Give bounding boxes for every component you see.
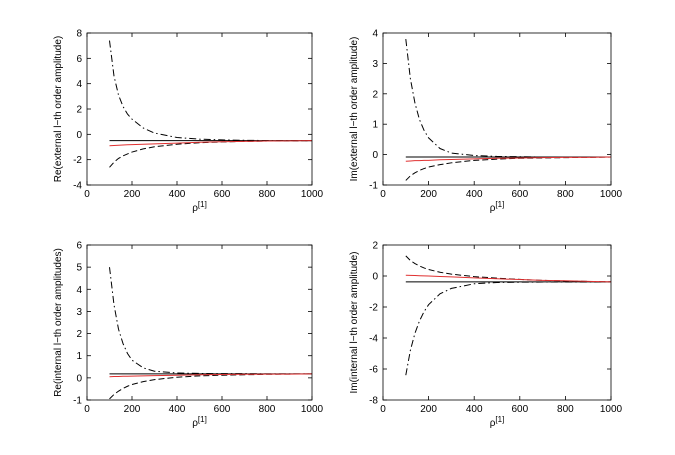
- y-axis-label: Re(external l−th order amplitude): [53, 36, 64, 182]
- x-tick-label: 200: [420, 189, 437, 200]
- y-axis-label: Im(external l−th order amplitude): [349, 37, 360, 182]
- y-tick-label: 3: [76, 307, 82, 318]
- y-tick-label: 0: [372, 150, 378, 161]
- series-line-dash-dot-1: [109, 267, 312, 375]
- plot-frame: [382, 244, 612, 401]
- chart-panel-3: 0 200 400 600 800 1000-10123456ρ[1]Re(interna…: [53, 241, 324, 430]
- y-tick-label: 4: [76, 79, 82, 90]
- x-axis-label-symbol: ρ: [490, 203, 496, 214]
- x-tick-label: 600: [214, 189, 231, 200]
- x-tick-label: 400: [466, 404, 483, 415]
- y-tick-label: 8: [76, 29, 82, 40]
- x-axis-label-superscript: [1]: [495, 200, 504, 209]
- series-line-dashed-2: [405, 156, 612, 181]
- y-tick-label: 0: [76, 130, 82, 141]
- y-tick-label: 2: [76, 329, 82, 340]
- y-tick-label: 6: [76, 54, 82, 65]
- series-line-solid-4: [405, 156, 612, 162]
- x-axis-label: ρ[1]: [192, 200, 207, 214]
- y-axis-label: Im(internal l−th order amplitude): [349, 251, 360, 393]
- x-tick-label: 200: [124, 189, 141, 200]
- plot-frame: [382, 32, 612, 186]
- x-tick-label: 0: [84, 189, 90, 200]
- chart-panel-2: 0 200 400 600 800 1000-101234ρ[1]Im(external …: [349, 29, 623, 215]
- x-tick-label: 800: [557, 189, 574, 200]
- x-tick-label: 1000: [301, 189, 324, 200]
- x-axis-label-superscript: [1]: [198, 415, 207, 424]
- y-tick-label: -1: [73, 396, 82, 407]
- x-tick-label: 200: [420, 404, 437, 415]
- y-tick-label: 4: [76, 285, 82, 296]
- x-tick-label: 800: [557, 404, 574, 415]
- x-tick-label: 800: [259, 189, 276, 200]
- x-axis-label: ρ[1]: [490, 200, 505, 214]
- series-line-dash-dot-1: [109, 40, 312, 142]
- series-line-dash-dot-1: [405, 281, 612, 376]
- y-tick-label: -8: [369, 396, 378, 407]
- x-tick-label: 0: [380, 189, 386, 200]
- x-axis-label: ρ[1]: [192, 415, 207, 429]
- x-tick-label: 400: [169, 189, 186, 200]
- x-axis-label-symbol: ρ: [192, 418, 198, 429]
- plot-frame: [86, 244, 313, 401]
- x-tick-label: 600: [511, 189, 528, 200]
- plot-frame: [86, 32, 313, 186]
- y-tick-label: -4: [369, 334, 378, 345]
- y-tick-label: 5: [76, 263, 82, 274]
- y-tick-label: 6: [76, 241, 82, 252]
- y-tick-label: -6: [369, 365, 378, 376]
- y-tick-label: 2: [372, 89, 378, 100]
- y-tick-label: -2: [369, 303, 378, 314]
- x-tick-label: 1000: [600, 404, 623, 415]
- x-tick-label: 0: [380, 404, 386, 415]
- y-tick-label: 0: [76, 373, 82, 384]
- y-tick-label: -1: [369, 181, 378, 192]
- series-line-dashed-2: [405, 255, 612, 283]
- x-axis-label-superscript: [1]: [495, 415, 504, 424]
- chart-panel-4: 0 200 400 600 800 1000 -8 -6 -4 -2 0 2 ρ[1] Im(intern…: [349, 241, 623, 430]
- y-tick-label: -4: [73, 181, 82, 192]
- series-line-dashed-2: [109, 373, 313, 400]
- y-tick-label: 1: [76, 351, 82, 362]
- y-tick-label: 3: [372, 59, 378, 70]
- y-tick-label: 0: [372, 272, 378, 283]
- x-tick-label: 600: [511, 404, 528, 415]
- x-tick-label: 1000: [600, 189, 623, 200]
- x-tick-label: 600: [214, 404, 231, 415]
- x-axis-label-symbol: ρ: [192, 203, 198, 214]
- series-line-solid-4: [405, 274, 612, 283]
- series-line-solid-4: [109, 373, 313, 378]
- y-tick-label: 2: [76, 105, 82, 116]
- y-axis-label: Re(internal l−th order amplitudes): [53, 248, 64, 397]
- x-tick-label: 0: [84, 404, 90, 415]
- x-tick-label: 400: [466, 189, 483, 200]
- series-line-dash-dot-1: [405, 39, 611, 158]
- x-axis-label: ρ[1]: [490, 415, 505, 429]
- y-tick-label: 1: [372, 120, 378, 131]
- chart-panel-1: 0 200 400 600 800 1000 -4 -2 0 2 4 6 8 ρ[1] Re(externa…: [53, 29, 324, 215]
- x-tick-label: 1000: [301, 404, 324, 415]
- x-axis-label-superscript: [1]: [198, 200, 207, 209]
- y-tick-label: 4: [372, 29, 378, 40]
- y-tick-label: 2: [372, 241, 378, 252]
- series-line-solid-4: [109, 140, 313, 147]
- x-tick-label: 800: [259, 404, 276, 415]
- x-tick-label: 400: [169, 404, 186, 415]
- y-tick-label: -2: [73, 155, 82, 166]
- x-tick-label: 200: [124, 404, 141, 415]
- x-axis-label-symbol: ρ: [490, 418, 496, 429]
